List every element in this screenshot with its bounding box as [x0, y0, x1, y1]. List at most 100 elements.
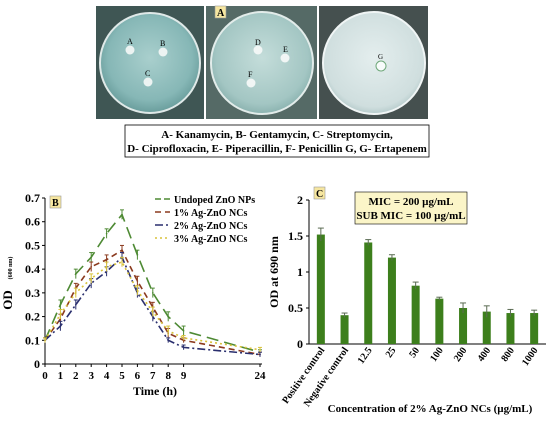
caption-box [124, 124, 430, 158]
b-x-axis-label: Time (h) [133, 384, 177, 398]
disc-label-e: E [283, 45, 288, 54]
panel-b-letter: B [52, 198, 59, 209]
b-y-tick-label: 0.7 [25, 191, 40, 205]
b-y-tick-label: 0.6 [25, 215, 40, 229]
b-data-point [59, 303, 62, 306]
c-bar-200 [459, 308, 468, 344]
c-x-tick-label: 1000 [520, 345, 540, 368]
b-legend-label: 2% Ag-ZnO NCs [174, 221, 247, 232]
c-x-tick-label: 25 [384, 345, 399, 360]
disc-label-f: F [248, 70, 253, 79]
panel-b-tag [49, 195, 62, 209]
b-data-point [136, 280, 139, 282]
c-bar-12-5 [364, 242, 373, 344]
c-bar-400 [482, 311, 491, 344]
b-data-point [121, 249, 123, 251]
c-bar-1000 [530, 313, 539, 344]
b-series-3-ag-zno-ncs [43, 256, 262, 353]
b-legend: Undoped ZnO NPs 1% Ag-ZnO NCs 2% Ag-ZnO NC… [155, 195, 255, 245]
b-data-point [105, 265, 108, 268]
disc-label-c: C [145, 69, 150, 78]
disc-f [246, 78, 256, 88]
c-bar-25 [387, 257, 396, 344]
b-data-point [259, 348, 261, 351]
b-data-point [59, 313, 62, 316]
c-bar-positive-control [316, 234, 325, 344]
c-x-tick-label: 400 [476, 345, 494, 364]
b-x-tick-label: 4 [104, 370, 110, 382]
mic-annotation-line-2: SUB MIC = 100 µg/mL [356, 210, 465, 222]
disc-c [143, 77, 153, 87]
b-data-point [105, 258, 108, 261]
c-y-tick-label: 0 [297, 337, 303, 351]
b-x-tick-label: 3 [88, 370, 94, 382]
plate-2 [210, 11, 314, 115]
b-data-point [167, 339, 169, 342]
b-data-point [90, 265, 92, 268]
plate-3 [322, 11, 426, 115]
c-y-tick-label: 1 [297, 265, 303, 279]
panel-a-letter: A [217, 8, 225, 19]
b-x-tick-label: 1 [58, 370, 64, 382]
c-x-tick-label: 800 [499, 345, 517, 364]
b-data-point [121, 261, 123, 263]
b-data-point [121, 213, 123, 216]
c-x-axis-label: Concentration of 2% Ag-ZnO NCs (µg/mL) [328, 403, 533, 415]
b-x-tick-label: 7 [150, 370, 156, 382]
b-axes [42, 197, 262, 367]
b-data-point [152, 292, 154, 294]
b-y-axis-label: OD [0, 290, 15, 310]
b-data-point [182, 346, 185, 349]
c-y-tick-label: 1.5 [288, 229, 303, 243]
b-data-point [259, 353, 261, 356]
b-data-point [136, 289, 139, 292]
c-bar-800 [506, 313, 515, 344]
c-y-axis-label: OD at 690 nm [267, 236, 281, 308]
c-x-tick-label: 100 [428, 345, 446, 364]
c-y-tick-label: 0.5 [288, 301, 303, 315]
b-legend-label: 1% Ag-ZnO NCs [174, 208, 247, 219]
b-x-tick-label: 0 [42, 370, 48, 382]
b-data-point [182, 330, 185, 332]
b-y-tick-label: 0.1 [25, 333, 40, 347]
b-x-tick-label: 9 [181, 370, 187, 382]
disc-g [375, 60, 387, 72]
c-bar-50 [411, 285, 420, 344]
disc-label-a: A [127, 37, 133, 46]
panel-c-letter: C [316, 189, 323, 200]
b-y-tick-label: 0.3 [25, 286, 40, 300]
b-y-axis-label-unit: (600 nm) [7, 257, 14, 280]
b-data-point [44, 339, 46, 342]
c-x-tick-label: 50 [407, 345, 422, 360]
b-data-point [59, 325, 62, 327]
disc-label-d: D [255, 38, 261, 47]
mic-annotation-line-1: MIC = 200 µg/mL [368, 196, 453, 208]
disc-d [253, 45, 263, 55]
plate-1 [99, 12, 201, 114]
c-x-tick-label: 200 [452, 345, 470, 364]
b-x-tick-label: 5 [119, 370, 125, 382]
c-y-tick-label: 2 [297, 193, 303, 207]
b-data-point [152, 311, 154, 313]
panel-a: A B C D E F G A A- Kanamycin, B- Gentamy… [96, 5, 430, 158]
b-tick-labels: 00.10.20.30.40.50.60.70 1 2 3 4 5 6 7 8 9 24 [25, 191, 266, 382]
caption-line-2: D- Ciprofloxacin, E- Piperacillin, F- Pe… [127, 143, 427, 155]
disc-a [125, 45, 135, 55]
b-legend-label: 3% Ag-ZnO NCs [174, 234, 247, 245]
c-x-tick-label: 12.5 [356, 345, 375, 366]
b-x-tick-label: 2 [73, 370, 79, 382]
b-data-point [182, 337, 185, 339]
disc-label-b: B [160, 39, 165, 48]
panel-a-tag [214, 5, 227, 19]
panel-c-tag [313, 186, 326, 200]
panel-b-line-chart: 00.10.20.30.40.50.60.70 1 2 3 4 5 6 7 8 9 24 OD (6… [0, 191, 266, 398]
b-series [43, 209, 262, 357]
mic-annotation-box [354, 191, 468, 225]
b-data-point [105, 232, 108, 235]
disc-b [158, 47, 168, 57]
b-data-point [167, 315, 169, 318]
b-data-point [90, 277, 92, 280]
b-series-line [44, 261, 261, 351]
